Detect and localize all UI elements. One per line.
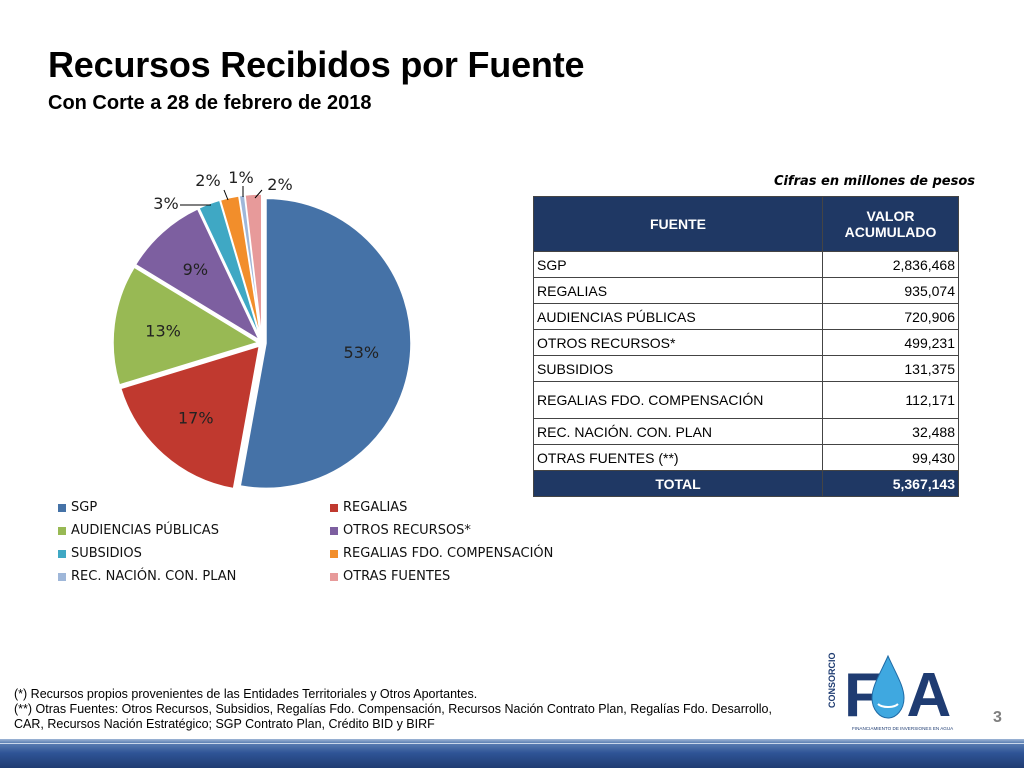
header-fuente: FUENTE [533, 196, 823, 252]
total-label: TOTAL [533, 470, 823, 497]
drop-wave [877, 703, 899, 708]
cell-valor: 720,906 [822, 303, 959, 330]
cell-fuente: OTRAS FUENTES (**) [533, 444, 823, 471]
pie-slice-label: 2% [267, 175, 292, 194]
legend-label: OTROS RECURSOS* [343, 523, 471, 538]
legend-swatch [58, 549, 66, 558]
footer-bar [0, 739, 1024, 768]
legend-item: REC. NACIÓN. CON. PLAN [58, 567, 330, 586]
pie-slice-2 [112, 266, 260, 386]
legend-item: OTRAS FUENTES [330, 567, 618, 586]
pie-slice-label: 1% [228, 168, 253, 187]
legend-label: SUBSIDIOS [71, 546, 142, 561]
leader-line [254, 189, 263, 199]
consorcio-fia-logo: CONSORCIO FA FINANCIAMIENTO DE INVERSION… [827, 652, 954, 731]
legend-label: SGP [71, 500, 98, 515]
table-header-row: FUENTE VALOR ACUMULADO [533, 196, 959, 252]
cell-fuente: REC. NACIÓN. CON. PLAN [533, 418, 823, 445]
page-number: 3 [993, 709, 1002, 726]
pie-slice-3 [134, 207, 262, 342]
legend-swatch [330, 572, 338, 581]
legend-label: REGALIAS [343, 500, 408, 515]
chart-legend: SGP REGALIAS AUDIENCIAS PÚBLICAS OTROS RECU… [58, 498, 618, 586]
legend-item: REGALIAS FDO. COMPENSACIÓN [330, 544, 618, 563]
cell-valor: 499,231 [822, 329, 959, 356]
leader-line [223, 189, 229, 201]
table-row: REGALIAS FDO. COMPENSACIÓN 112,171 [533, 381, 959, 419]
legend-label: REC. NACIÓN. CON. PLAN [71, 569, 237, 584]
header-valor: VALOR ACUMULADO [822, 196, 959, 252]
pie-slice-0 [239, 197, 412, 490]
footnote-2: (**) Otras Fuentes: Otros Recursos, Subs… [14, 702, 772, 731]
logo-side-text: CONSORCIO [827, 652, 837, 708]
legend-swatch [58, 526, 66, 535]
water-drop-icon [871, 654, 905, 719]
footnote-1: (*) Recursos propios provenientes de las… [14, 687, 478, 701]
cell-valor: 32,488 [822, 418, 959, 445]
pie-slice-1 [119, 344, 261, 490]
pie-slice-label: 17% [178, 409, 214, 428]
units-note: Cifras en millones de pesos [773, 174, 975, 189]
cell-valor: 2,836,468 [822, 251, 959, 278]
legend-item: REGALIAS [330, 498, 618, 517]
cell-fuente: SGP [533, 251, 823, 278]
cell-valor: 935,074 [822, 277, 959, 304]
table-row: REGALIAS 935,074 [533, 277, 959, 304]
legend-swatch [330, 526, 338, 535]
pie-slice-label: 2% [195, 171, 220, 190]
legend-item: SGP [58, 498, 330, 517]
legend-swatch [58, 503, 66, 512]
cell-valor: 112,171 [822, 381, 959, 419]
sources-table: FUENTE VALOR ACUMULADO SGP 2,836,468 REG… [533, 196, 959, 497]
legend-label: AUDIENCIAS PÚBLICAS [71, 523, 219, 538]
table-row: AUDIENCIAS PÚBLICAS 720,906 [533, 303, 959, 330]
cell-valor: 131,375 [822, 355, 959, 382]
table-total-row: TOTAL 5,367,143 [533, 470, 959, 497]
cell-valor: 99,430 [822, 444, 959, 471]
table-row: OTRAS FUENTES (**) 99,430 [533, 444, 959, 471]
table-row: SUBSIDIOS 131,375 [533, 355, 959, 382]
legend-item: AUDIENCIAS PÚBLICAS [58, 521, 330, 540]
pie-slice-label: 53% [344, 343, 380, 362]
cell-fuente: OTROS RECURSOS* [533, 329, 823, 356]
footnotes: (*) Recursos propios provenientes de las… [14, 687, 804, 732]
cell-fuente: REGALIAS [533, 277, 823, 304]
pie-slice-label: 3% [153, 194, 178, 213]
page-title: Recursos Recibidos por Fuente [48, 44, 585, 85]
table-row: REC. NACIÓN. CON. PLAN 32,488 [533, 418, 959, 445]
total-value: 5,367,143 [822, 470, 959, 497]
legend-label: OTRAS FUENTES [343, 569, 451, 584]
legend-item: OTROS RECURSOS* [330, 521, 618, 540]
cell-fuente: SUBSIDIOS [533, 355, 823, 382]
table-row: OTROS RECURSOS* 499,231 [533, 329, 959, 356]
pie-slice-label: 9% [183, 260, 208, 279]
legend-item: SUBSIDIOS [58, 544, 330, 563]
cell-fuente: REGALIAS FDO. COMPENSACIÓN [533, 381, 823, 419]
legend-swatch [330, 549, 338, 558]
pie-slice-label: 13% [145, 322, 181, 341]
table-row: SGP 2,836,468 [533, 251, 959, 278]
page-subtitle: Con Corte a 28 de febrero de 2018 [48, 92, 372, 114]
legend-swatch [58, 572, 66, 581]
cell-fuente: AUDIENCIAS PÚBLICAS [533, 303, 823, 330]
logo-tagline: FINANCIAMIENTO DE INVERSIONES EN AGUA [852, 726, 954, 731]
pie-slice-7 [244, 193, 263, 340]
legend-label: REGALIAS FDO. COMPENSACIÓN [343, 546, 554, 561]
legend-swatch [330, 503, 338, 512]
